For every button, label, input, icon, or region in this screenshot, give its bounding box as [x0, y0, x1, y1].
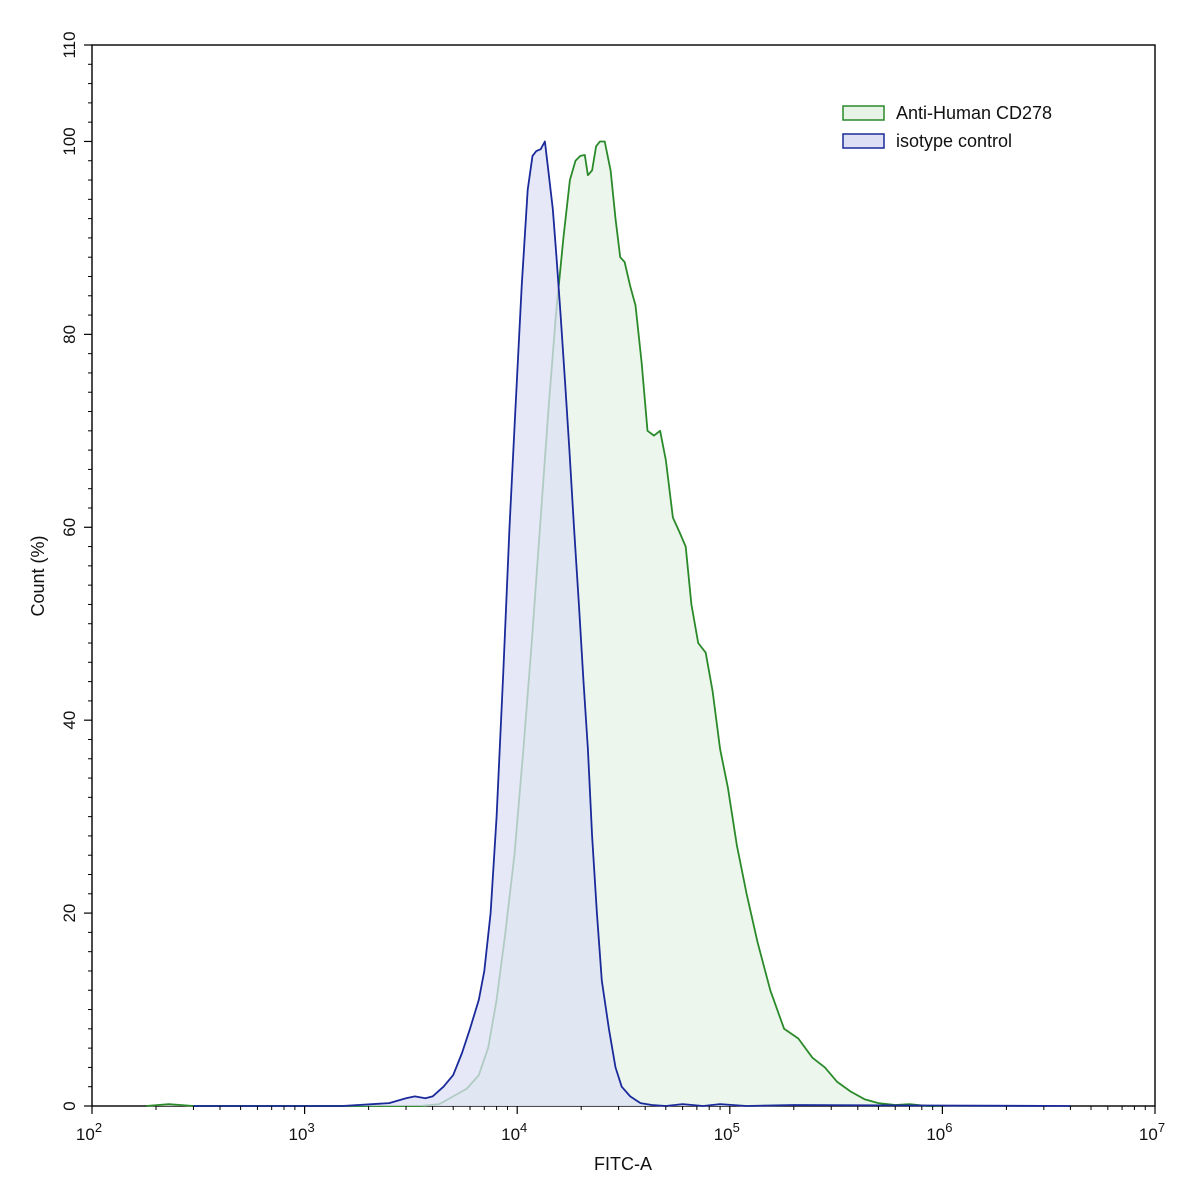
- x-tick-label: 102: [76, 1120, 102, 1144]
- y-tick-label: 60: [60, 518, 79, 537]
- y-tick-label: 40: [60, 711, 79, 730]
- y-axis-label: Count (%): [28, 535, 48, 616]
- y-tick-label: 0: [60, 1101, 79, 1110]
- y-tick-label: 110: [60, 31, 79, 58]
- x-axis-label: FITC-A: [594, 1154, 652, 1174]
- legend: Anti-Human CD278 isotype control: [842, 103, 1052, 151]
- legend-swatch-0: [842, 105, 885, 121]
- y-tick-label: 100: [60, 127, 79, 155]
- legend-swatch-1: [842, 133, 885, 149]
- x-tick-label: 105: [714, 1120, 740, 1144]
- x-axis: 102 103 104 105 106 107: [76, 1106, 1165, 1144]
- x-tick-label: 103: [289, 1120, 315, 1144]
- y-axis: 0 20 40 60 80 100 110: [60, 31, 92, 1111]
- y-tick-label: 20: [60, 904, 79, 923]
- y-tick-label: 80: [60, 325, 79, 344]
- series-layer: [146, 140, 1071, 1107]
- x-tick-label: 106: [926, 1120, 952, 1144]
- legend-label-0: Anti-Human CD278: [896, 103, 1052, 123]
- x-tick-label: 107: [1139, 1120, 1165, 1144]
- series-line-1: [193, 140, 1071, 1107]
- legend-label-1: isotype control: [896, 131, 1012, 151]
- x-tick-label: 104: [501, 1120, 527, 1144]
